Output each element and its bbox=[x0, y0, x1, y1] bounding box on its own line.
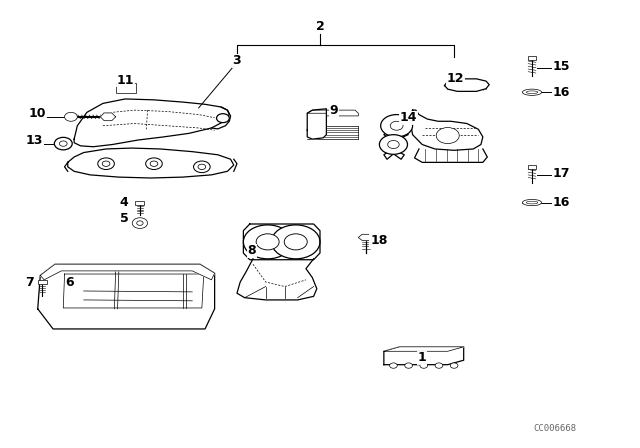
Text: 17: 17 bbox=[553, 168, 570, 181]
Circle shape bbox=[420, 363, 428, 368]
Circle shape bbox=[137, 221, 143, 225]
FancyBboxPatch shape bbox=[527, 56, 536, 60]
FancyBboxPatch shape bbox=[116, 83, 136, 93]
Polygon shape bbox=[307, 109, 326, 139]
Circle shape bbox=[216, 114, 229, 123]
Circle shape bbox=[256, 234, 279, 250]
Text: 14: 14 bbox=[399, 111, 417, 124]
Circle shape bbox=[198, 164, 205, 169]
Text: CC006668: CC006668 bbox=[534, 424, 577, 433]
Text: 13: 13 bbox=[25, 134, 43, 146]
Circle shape bbox=[54, 138, 72, 150]
Circle shape bbox=[150, 161, 158, 166]
Ellipse shape bbox=[522, 199, 541, 206]
Text: 5: 5 bbox=[120, 212, 129, 225]
Circle shape bbox=[102, 161, 110, 166]
Circle shape bbox=[381, 115, 413, 137]
Polygon shape bbox=[384, 347, 464, 365]
Polygon shape bbox=[211, 107, 230, 129]
Polygon shape bbox=[410, 110, 483, 151]
Circle shape bbox=[388, 141, 399, 149]
Polygon shape bbox=[415, 149, 487, 162]
Polygon shape bbox=[237, 259, 317, 300]
Polygon shape bbox=[243, 224, 320, 260]
Text: 2: 2 bbox=[316, 20, 324, 33]
Circle shape bbox=[451, 363, 458, 368]
FancyBboxPatch shape bbox=[136, 201, 145, 205]
Circle shape bbox=[390, 121, 403, 130]
Polygon shape bbox=[100, 113, 116, 121]
Polygon shape bbox=[307, 110, 358, 116]
Circle shape bbox=[193, 161, 210, 172]
Polygon shape bbox=[384, 347, 464, 351]
Circle shape bbox=[404, 363, 412, 368]
Circle shape bbox=[146, 158, 163, 169]
Polygon shape bbox=[40, 264, 214, 280]
Polygon shape bbox=[74, 99, 229, 147]
Polygon shape bbox=[445, 79, 489, 91]
Circle shape bbox=[271, 225, 320, 259]
Ellipse shape bbox=[526, 201, 538, 204]
Text: 16: 16 bbox=[553, 196, 570, 209]
Text: 18: 18 bbox=[370, 234, 387, 247]
Text: 10: 10 bbox=[29, 107, 47, 120]
Text: 11: 11 bbox=[116, 73, 134, 87]
Ellipse shape bbox=[522, 89, 541, 95]
Circle shape bbox=[243, 225, 292, 259]
Text: 6: 6 bbox=[65, 276, 74, 289]
Text: 7: 7 bbox=[25, 276, 34, 289]
FancyBboxPatch shape bbox=[527, 164, 536, 168]
Circle shape bbox=[380, 135, 408, 154]
Text: 15: 15 bbox=[553, 60, 570, 73]
Circle shape bbox=[284, 234, 307, 250]
Text: 1: 1 bbox=[418, 352, 426, 365]
Polygon shape bbox=[68, 148, 234, 178]
Text: 4: 4 bbox=[120, 196, 129, 209]
Polygon shape bbox=[358, 234, 374, 241]
Circle shape bbox=[390, 363, 397, 368]
Ellipse shape bbox=[526, 91, 538, 94]
Circle shape bbox=[132, 218, 148, 228]
Circle shape bbox=[60, 141, 67, 146]
Polygon shape bbox=[38, 264, 214, 329]
Text: 3: 3 bbox=[233, 55, 241, 68]
Circle shape bbox=[98, 158, 115, 169]
Text: 16: 16 bbox=[553, 86, 570, 99]
Text: 9: 9 bbox=[330, 103, 339, 116]
Text: 8: 8 bbox=[247, 244, 256, 257]
Circle shape bbox=[436, 128, 460, 144]
FancyBboxPatch shape bbox=[38, 280, 47, 284]
Circle shape bbox=[435, 363, 443, 368]
Circle shape bbox=[65, 112, 77, 121]
Text: 12: 12 bbox=[447, 72, 464, 86]
